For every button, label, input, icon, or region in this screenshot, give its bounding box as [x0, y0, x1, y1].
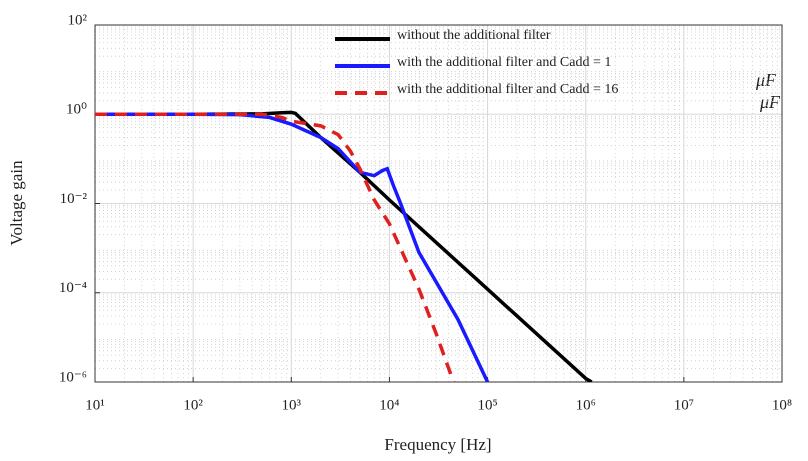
- x-tick-label: 10⁵: [477, 397, 497, 413]
- x-tick-label: 10⁸: [772, 397, 792, 413]
- y-axis-label: Voltage gain: [7, 160, 26, 246]
- y-tick-label: 10⁻⁶: [59, 369, 87, 385]
- annotation: μF: [755, 70, 777, 90]
- legend-label: with the additional filter and Cadd = 16: [397, 82, 618, 97]
- legend-label: with the additional filter and Cadd = 1: [397, 55, 611, 70]
- y-tick-label: 10²: [68, 12, 88, 28]
- y-tick-label: 10⁻²: [60, 191, 88, 207]
- x-tick-label: 10⁷: [674, 397, 694, 413]
- line-series: [95, 112, 490, 382]
- y-tick-label: 10⁻⁴: [59, 280, 87, 296]
- annotation: μF: [759, 92, 781, 112]
- lines: [95, 110, 593, 382]
- x-tick-label: 10⁴: [379, 397, 399, 413]
- x-tick-label: 10⁶: [576, 397, 596, 413]
- x-tick-label: 10³: [282, 397, 302, 413]
- plot-frame: [94, 24, 783, 383]
- legend-label: without the additional filter: [397, 28, 551, 43]
- y-tick-label: 10⁰: [66, 102, 87, 118]
- x-tick-label: 10²: [183, 397, 203, 413]
- x-tick-label: 10¹: [85, 397, 105, 413]
- x-axis-label: Frequency [Hz]: [384, 435, 491, 454]
- line-series: [95, 112, 456, 382]
